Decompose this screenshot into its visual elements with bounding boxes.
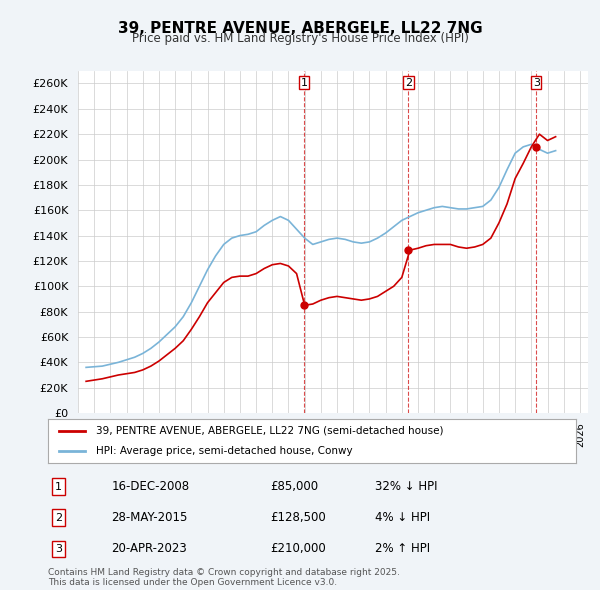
Text: Price paid vs. HM Land Registry's House Price Index (HPI): Price paid vs. HM Land Registry's House … (131, 32, 469, 45)
Text: 3: 3 (55, 544, 62, 554)
Text: £128,500: £128,500 (270, 511, 326, 525)
Text: 20-APR-2023: 20-APR-2023 (112, 542, 187, 555)
Text: 39, PENTRE AVENUE, ABERGELE, LL22 7NG: 39, PENTRE AVENUE, ABERGELE, LL22 7NG (118, 21, 482, 35)
Text: 2% ↑ HPI: 2% ↑ HPI (376, 542, 430, 555)
Text: 1: 1 (301, 78, 308, 88)
Text: 32% ↓ HPI: 32% ↓ HPI (376, 480, 438, 493)
Text: 16-DEC-2008: 16-DEC-2008 (112, 480, 190, 493)
Text: HPI: Average price, semi-detached house, Conwy: HPI: Average price, semi-detached house,… (95, 446, 352, 456)
Text: £210,000: £210,000 (270, 542, 326, 555)
Text: 2: 2 (405, 78, 412, 88)
Text: 3: 3 (533, 78, 539, 88)
Text: £85,000: £85,000 (270, 480, 318, 493)
Text: 39, PENTRE AVENUE, ABERGELE, LL22 7NG (semi-detached house): 39, PENTRE AVENUE, ABERGELE, LL22 7NG (s… (95, 426, 443, 436)
Text: 2: 2 (55, 513, 62, 523)
Text: 4% ↓ HPI: 4% ↓ HPI (376, 511, 430, 525)
Text: 1: 1 (55, 481, 62, 491)
Text: Contains HM Land Registry data © Crown copyright and database right 2025.
This d: Contains HM Land Registry data © Crown c… (48, 568, 400, 587)
Text: 28-MAY-2015: 28-MAY-2015 (112, 511, 188, 525)
